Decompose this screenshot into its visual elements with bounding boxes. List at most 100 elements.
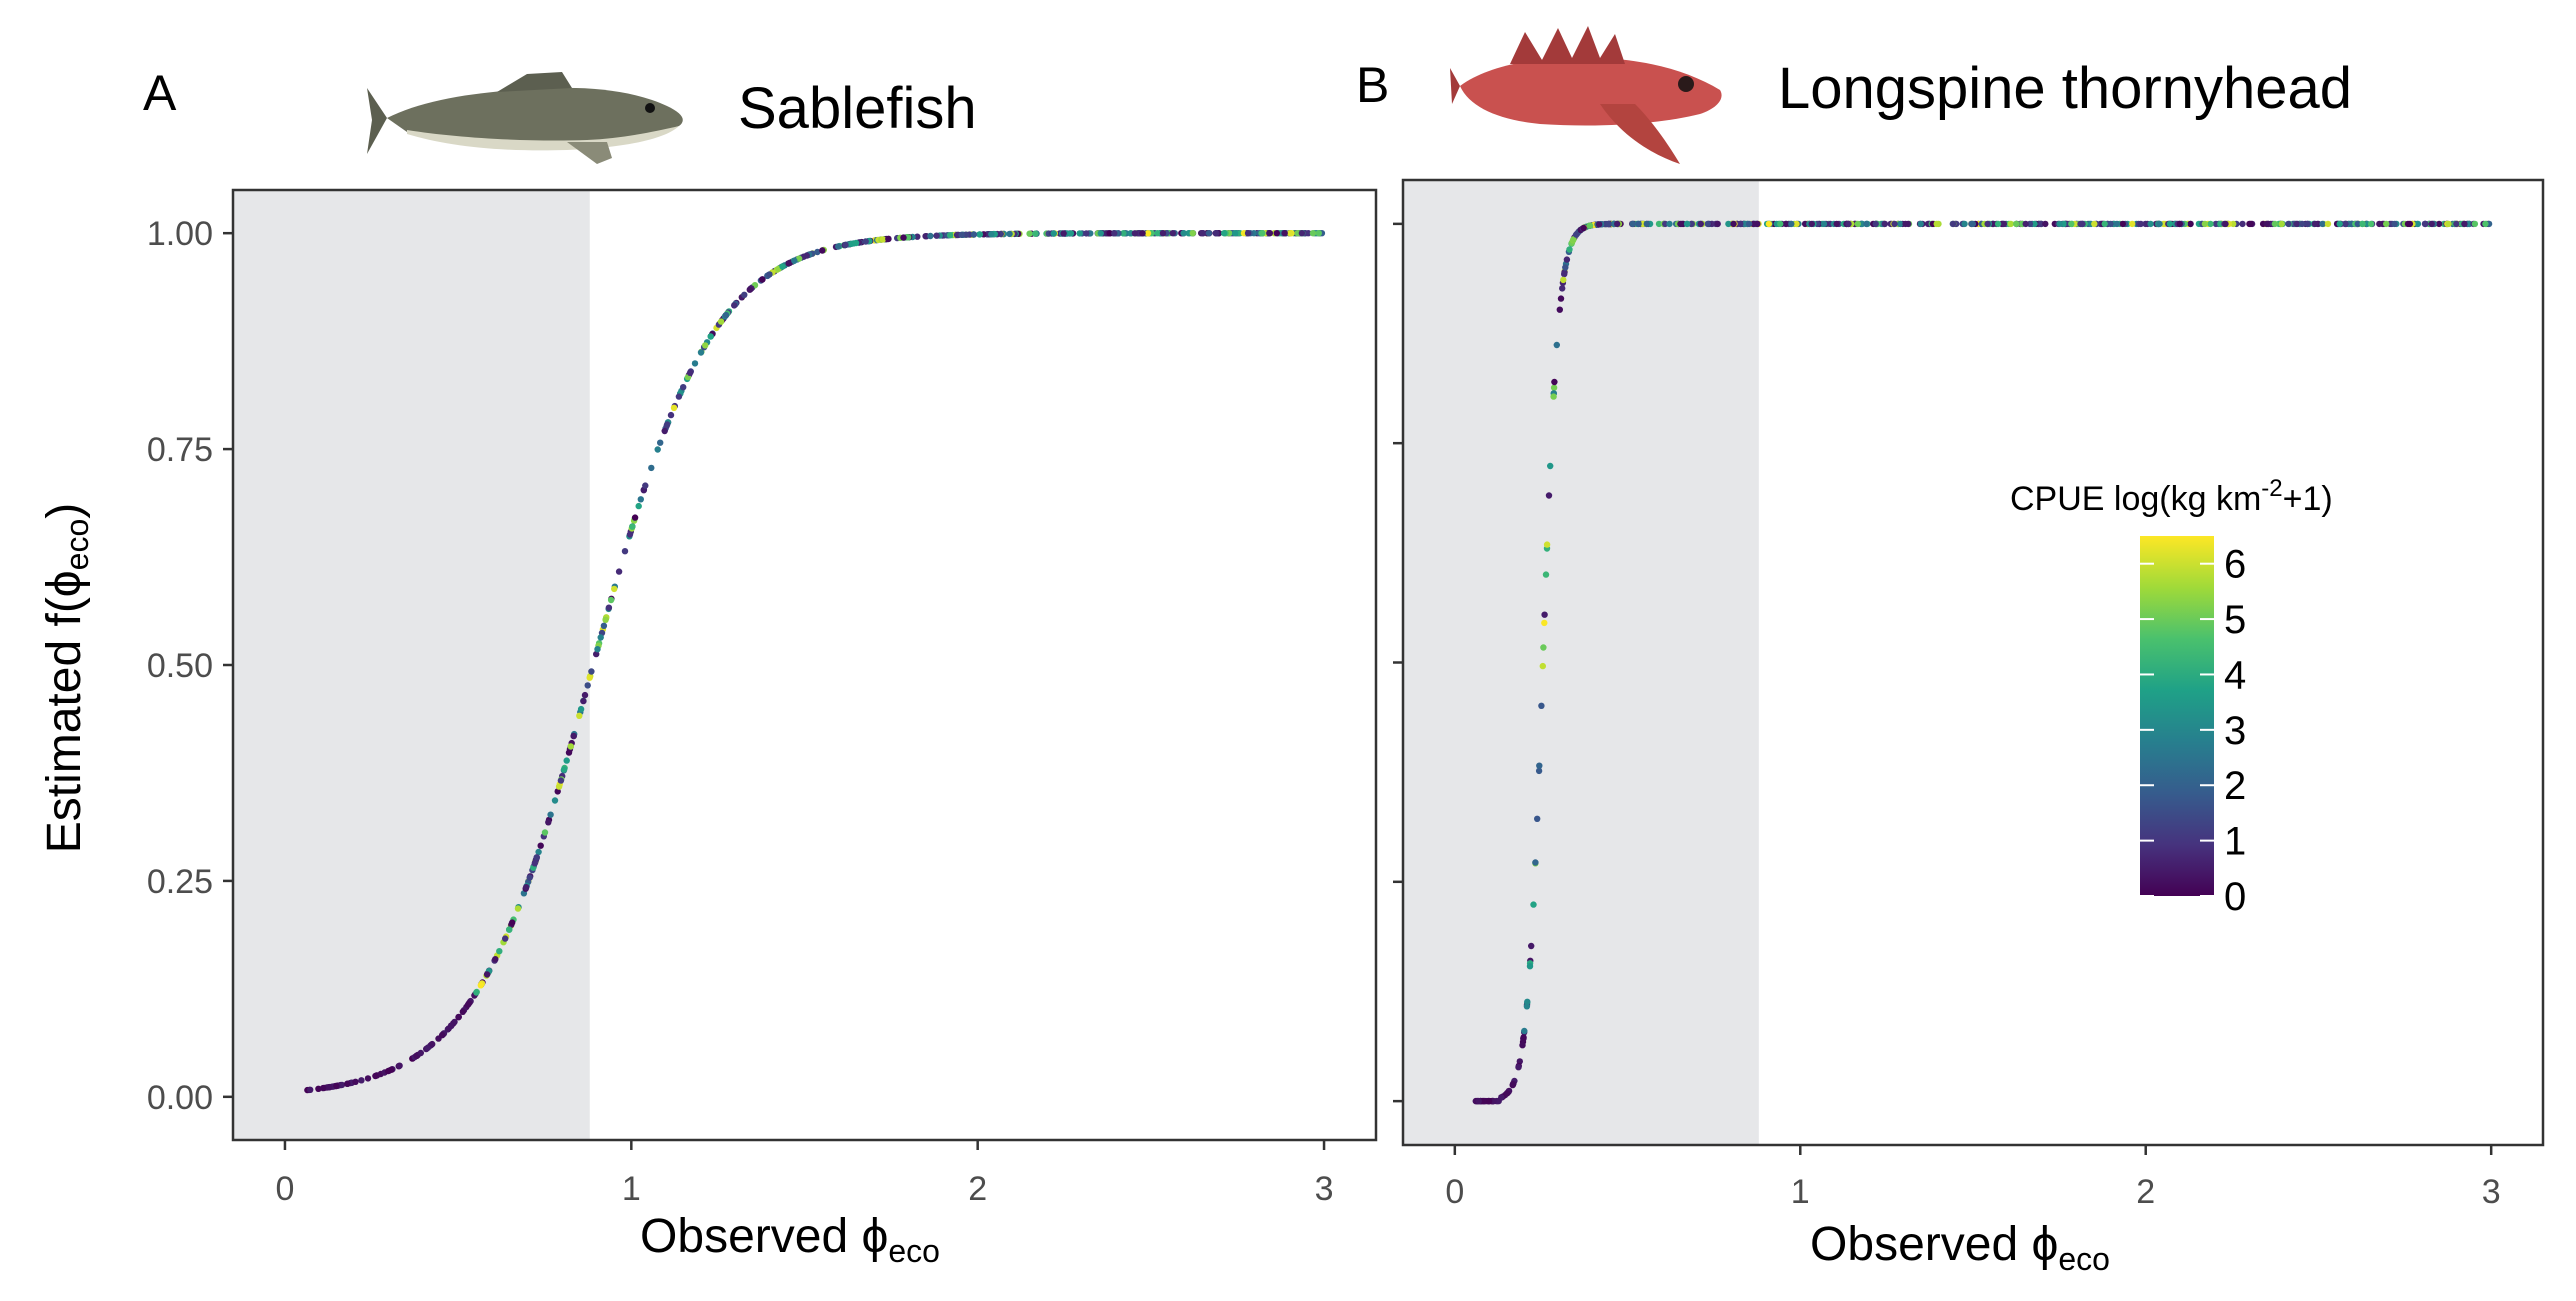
colorbar-tick-label: 4 <box>2224 653 2246 697</box>
panel-b-point <box>1854 220 1862 228</box>
panel-a-point <box>523 884 530 891</box>
panel-a-point <box>680 384 687 391</box>
panel-a-point <box>541 829 549 836</box>
y-axis-title: Estimated f(ϕeco) <box>38 503 95 854</box>
panel-b-point <box>2113 220 2121 228</box>
panel-a-point <box>648 464 655 472</box>
panel-a-point <box>905 234 912 241</box>
panel-a-point <box>565 749 573 756</box>
panel-a-point <box>464 1001 472 1008</box>
panel-b-point <box>1566 246 1573 253</box>
panel-b-point <box>2129 220 2136 228</box>
panel-a-point <box>352 1078 359 1086</box>
panel-b-point <box>2324 220 2332 228</box>
panel-b-point <box>1629 220 1636 228</box>
panel-a-point <box>581 691 589 699</box>
panel-a-point <box>597 634 604 641</box>
panel-a-point <box>1083 230 1090 237</box>
panel-a-y-tick-label: 0.00 <box>147 1079 213 1117</box>
panel-b-point <box>2453 220 2460 228</box>
panel-a-point <box>502 935 509 942</box>
panel-b-point <box>1737 220 1744 228</box>
panel-a-y-tick-label: 0.75 <box>147 431 213 469</box>
panel-a-point <box>746 286 753 293</box>
panel-a-point <box>560 766 568 773</box>
panel-b-point <box>1714 220 1721 228</box>
panel-b-point <box>1984 220 1991 228</box>
panel-b-point <box>2428 220 2435 228</box>
panel-b-point <box>2119 220 2126 228</box>
panel-a-point <box>492 956 499 963</box>
panel-a-point <box>326 1084 333 1091</box>
panel-b-point <box>1543 541 1551 548</box>
panel-b-point <box>1614 220 1621 228</box>
colorbar <box>2140 536 2214 896</box>
panel-b-point <box>2391 220 2398 228</box>
panel-a-point <box>600 622 608 629</box>
panel-a-point <box>333 1082 340 1090</box>
panel-a-point <box>933 232 940 239</box>
panel-b-point <box>2031 220 2038 228</box>
panel-a-point <box>766 271 773 278</box>
panel-b-x-axis-title: Observed ϕeco <box>1810 1218 2110 1277</box>
panel-a-point <box>879 236 887 243</box>
panel-b-point <box>1917 220 1924 228</box>
panel-b-point <box>2222 220 2229 228</box>
panel-b-point <box>1559 285 1566 292</box>
panel-a-point <box>922 233 929 240</box>
panel-b-point <box>2414 220 2422 228</box>
panel-a-point <box>635 502 642 510</box>
panel-a-point <box>554 788 561 795</box>
panel-a-point <box>675 393 683 400</box>
panel-b-point <box>1520 1034 1527 1041</box>
panel-b-point <box>2383 220 2390 228</box>
panel-b-point <box>1526 963 1534 970</box>
panel-a-point <box>848 240 855 247</box>
panel-b-point <box>2212 220 2220 228</box>
panel-a-y-tick-label: 0.50 <box>147 647 213 685</box>
panel-a-point <box>927 232 934 240</box>
panel-b-point <box>2285 220 2292 228</box>
panel-b-point <box>1730 220 1737 228</box>
panel-a-point <box>988 231 995 238</box>
panel-b-point <box>1536 762 1543 769</box>
panel-a-point <box>533 854 540 861</box>
panel-b-point <box>1509 1081 1517 1088</box>
panel-a-x-tick-label: 2 <box>968 1170 987 1208</box>
panel-b-point <box>1515 1064 1522 1071</box>
panel-a-point <box>691 360 699 367</box>
panel-b-point <box>1845 220 1852 228</box>
panel-b-point <box>1595 221 1603 228</box>
panel-b-point <box>1765 220 1773 228</box>
panel-b-point <box>2147 220 2154 228</box>
panel-b-point <box>1534 815 1541 822</box>
panel-a-point <box>1127 230 1134 237</box>
panel-b-shaded-region <box>1403 180 1759 1145</box>
panel-a-point <box>1131 230 1139 237</box>
panel-b-point <box>1635 220 1642 228</box>
panel-a-point <box>631 514 639 521</box>
panel-b-point <box>1808 220 1816 228</box>
panel-b-point <box>2107 220 2114 228</box>
panel-a-point <box>1097 230 1105 237</box>
panel-b-point <box>1704 220 1712 228</box>
panel-a-point <box>779 263 786 270</box>
panel-a-point <box>654 446 661 453</box>
panel-a-point <box>1244 230 1252 237</box>
panel-a-letter: A <box>143 65 177 121</box>
panel-a-point <box>1169 230 1177 237</box>
panel-b-x-tick-label: 3 <box>2482 1173 2501 1211</box>
panel-b-point <box>2461 220 2468 228</box>
panel-a-point <box>1026 230 1033 237</box>
panel-b-point <box>1539 662 1547 670</box>
panel-b-point <box>1833 220 1840 228</box>
panel-b-point <box>2271 220 2279 228</box>
panel-b-point <box>1891 220 1898 228</box>
panel-b-point <box>2465 220 2473 228</box>
panel-b-point <box>2421 220 2429 228</box>
panel-a-point <box>567 743 574 750</box>
panel-b-point <box>1550 384 1558 391</box>
panel-b-point <box>1541 611 1548 618</box>
panel-a-point <box>483 971 491 978</box>
